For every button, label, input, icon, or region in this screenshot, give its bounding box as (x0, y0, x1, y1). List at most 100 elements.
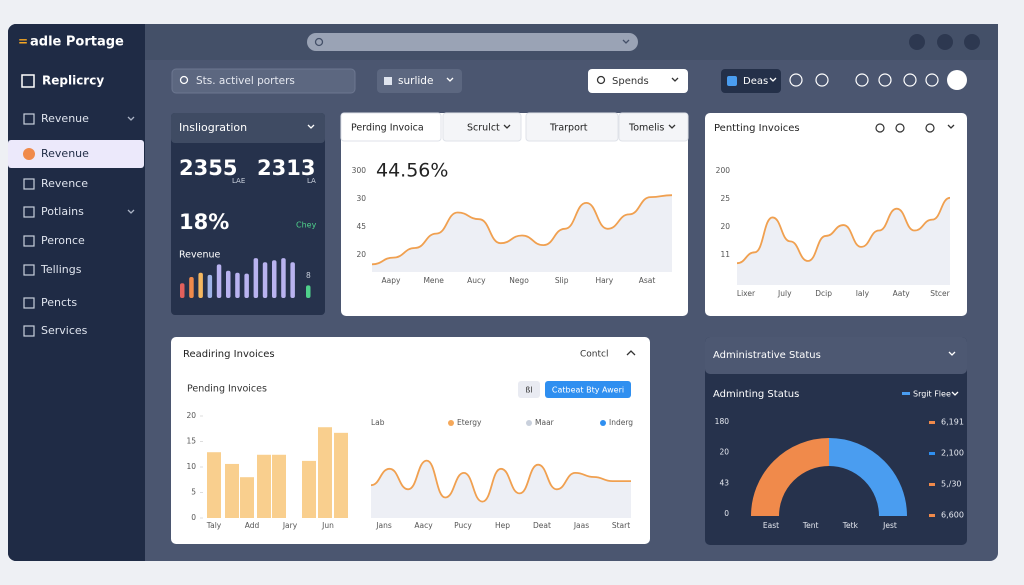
tab[interactable] (442, 112, 522, 142)
x-axis-label: Slip (555, 276, 569, 285)
legend-dot (448, 420, 454, 426)
nav-item[interactable]: Tellings (40, 263, 82, 276)
tab[interactable] (618, 112, 689, 142)
top-icon[interactable] (937, 34, 953, 50)
tab-label: Scrulct (467, 123, 500, 134)
toolbar-search[interactable] (171, 68, 356, 94)
percent: 18% (179, 210, 229, 234)
headline: 44.56% (376, 160, 448, 182)
badge: Chey (296, 221, 317, 230)
subtitle: Pending Invoices (187, 384, 267, 395)
bar (334, 432, 348, 518)
line (371, 194, 673, 266)
nav-icon (23, 264, 35, 276)
x-axis-label: Nego (509, 276, 529, 285)
mini-bar (253, 258, 259, 298)
nav-icon (23, 178, 35, 190)
bar (272, 454, 286, 518)
card-header (705, 337, 967, 374)
nav-item[interactable]: Revenue (41, 112, 89, 125)
toolbar-icon[interactable] (855, 73, 869, 87)
bar (225, 463, 239, 518)
toolbar-icon[interactable] (878, 73, 892, 87)
top-icon[interactable] (964, 34, 980, 50)
y-axis-label: 200 (716, 166, 731, 175)
card-icon[interactable] (875, 123, 885, 133)
area-fill (372, 195, 672, 272)
card-icon[interactable] (925, 123, 935, 133)
x-axis-label: Aapy (382, 276, 401, 285)
legend-label: Maar (535, 418, 555, 427)
y-axis-label: 20 (356, 250, 366, 259)
sidebar-title-icon (21, 74, 35, 88)
nav-item[interactable]: Revenue (41, 147, 89, 160)
legend-dot (600, 420, 606, 426)
y-axis-label: 30 (356, 194, 366, 203)
x-axis-label: Ialy (856, 289, 870, 298)
subtitle: Adminting Status (713, 389, 799, 400)
filter-text[interactable]: Srgit Flee (913, 390, 951, 399)
nav-item[interactable]: Revence (41, 177, 88, 190)
nav-item[interactable]: Peronce (41, 234, 85, 247)
sidebar-title[interactable]: Replicrcy (42, 74, 104, 88)
toolbar-icon[interactable] (815, 73, 829, 87)
spends-text: Spends (612, 76, 649, 87)
primary-button[interactable] (545, 381, 631, 398)
x-axis-label: Jun (321, 521, 334, 530)
search-icon (314, 37, 324, 47)
x-axis-label: Jest (882, 521, 897, 530)
mini-bar (290, 262, 295, 298)
spends-box[interactable] (588, 69, 688, 93)
chevron-icon (503, 124, 511, 129)
tab[interactable] (525, 112, 619, 142)
y-axis-label: 43 (719, 478, 729, 487)
mini-bar (281, 258, 286, 298)
tab-label: Tomelis (628, 123, 664, 134)
chip[interactable] (518, 381, 540, 398)
toolbar-icon[interactable] (903, 73, 917, 87)
y-tick-label: 5 (191, 488, 196, 497)
chevron-icon (769, 77, 777, 82)
deas-icon (727, 76, 737, 86)
legend-label: Etergy (457, 418, 482, 427)
card-action[interactable]: Contcl (580, 350, 608, 360)
top-icon[interactable] (909, 34, 925, 50)
x-axis-label: Aaty (893, 289, 911, 298)
side-label: 8 (306, 271, 311, 280)
stat-unit: LA (307, 177, 316, 185)
x-axis-label: Lixer (737, 289, 756, 298)
nav-item[interactable]: Potlains (41, 205, 84, 218)
line (370, 459, 631, 503)
avatar[interactable] (947, 70, 967, 90)
nav-active (8, 140, 144, 168)
y-axis-label: 45 (356, 222, 366, 231)
filter-text: surlide (398, 75, 433, 87)
x-axis-label: Dcip (815, 289, 832, 298)
tab[interactable] (340, 112, 442, 142)
x-axis-label: Jans (375, 521, 392, 530)
chevron-icon (127, 209, 135, 214)
tab-label: Perding Invoica (351, 123, 424, 134)
x-axis-label: Hary (595, 276, 613, 285)
nav-item[interactable]: Services (41, 324, 88, 337)
y-axis-label: 25 (720, 194, 730, 203)
card-icon[interactable] (895, 123, 905, 133)
chevron-icon (626, 350, 636, 356)
nav-icon (23, 235, 35, 247)
top-search[interactable] (307, 33, 638, 51)
chevron-icon (127, 116, 135, 121)
deas-button[interactable] (721, 69, 781, 93)
card-pending (705, 113, 967, 316)
x-axis-label: Deat (533, 521, 551, 530)
nav-item[interactable]: Pencts (41, 296, 77, 309)
mini-bar (226, 270, 231, 298)
search-icon (596, 75, 606, 85)
toolbar-icon[interactable] (925, 73, 939, 87)
toolbar-icon[interactable] (789, 73, 803, 87)
mini-bar (198, 272, 203, 298)
x-axis-label: Aucy (467, 276, 486, 285)
gauge-segment (828, 438, 907, 517)
filter-button[interactable] (377, 69, 462, 93)
area-fill (371, 460, 631, 518)
